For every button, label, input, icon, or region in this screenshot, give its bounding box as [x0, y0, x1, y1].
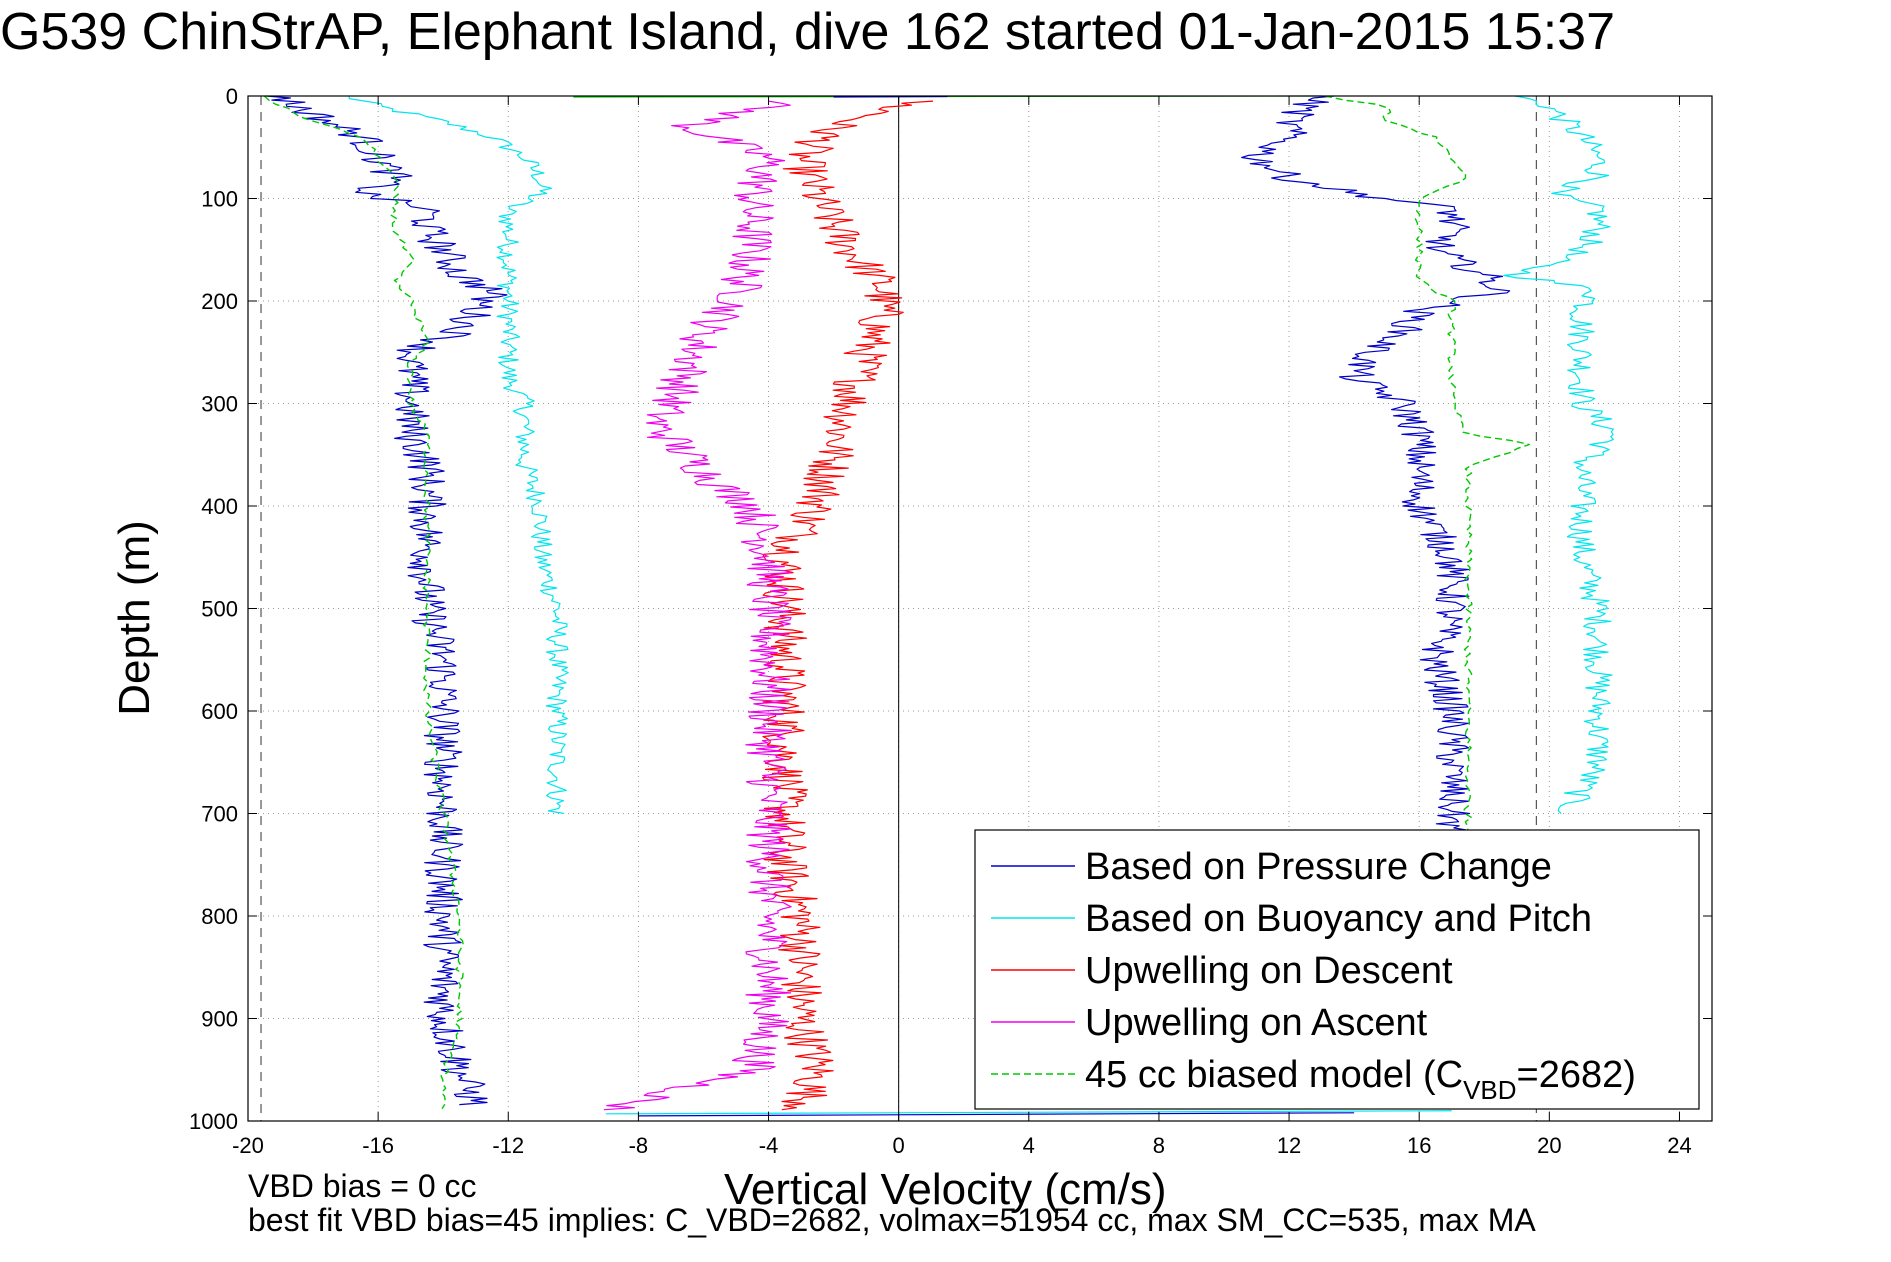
series-pressure-change-ascent	[1241, 95, 1511, 835]
series-buoyancy-pitch-ascent	[1503, 95, 1614, 814]
y-tick-label: 400	[201, 494, 238, 519]
x-tick-label: -12	[492, 1133, 524, 1158]
y-tick-label: 0	[226, 84, 238, 109]
y-axis-label: Depth (m)	[110, 520, 159, 716]
series-upwelling-descent	[762, 100, 934, 1111]
x-tick-label: 12	[1277, 1133, 1301, 1158]
x-tick-label: -16	[362, 1133, 394, 1158]
y-tick-label: 500	[201, 597, 238, 622]
x-tick-label: -8	[629, 1133, 649, 1158]
chart-title: G539 ChinStrAP, Elephant Island, dive 16…	[0, 3, 1616, 61]
x-tick-label: 20	[1537, 1133, 1561, 1158]
series-pressure-change-descent	[266, 95, 508, 1106]
x-tick-label: -4	[759, 1133, 779, 1158]
x-tick-label: 24	[1667, 1133, 1691, 1158]
legend-label: Based on Buoyancy and Pitch	[1085, 898, 1592, 940]
y-tick-label: 1000	[189, 1109, 238, 1134]
series-bottom-spike	[638, 1112, 1355, 1117]
series-biased-model-ascent	[1324, 95, 1531, 835]
legend: Based on Pressure Change Based on Buoyanc…	[974, 829, 1700, 1110]
y-tick-label: 600	[201, 699, 238, 724]
x-tick-label: -20	[232, 1133, 264, 1158]
legend-label: Upwelling on Descent	[1085, 950, 1453, 992]
axis-ticks: -20 -16 -12 -8 -4 0 4 8 12 16 20 24 0 100 200 300 400 500…	[189, 84, 1712, 1158]
legend-label: Upwelling on Ascent	[1085, 1002, 1428, 1044]
footnote-best-fit: best fit VBD bias=45 implies: C_VBD=2682…	[248, 1202, 1536, 1238]
x-tick-label: 16	[1407, 1133, 1431, 1158]
y-tick-label: 800	[201, 904, 238, 929]
y-tick-label: 100	[201, 187, 238, 212]
x-tick-label: 8	[1153, 1133, 1165, 1158]
x-tick-label: 0	[893, 1133, 905, 1158]
y-tick-label: 300	[201, 392, 238, 417]
series-upwelling-ascent	[603, 100, 792, 1111]
footnote-vbd-bias: VBD bias = 0 cc	[248, 1168, 477, 1204]
y-tick-label: 900	[201, 1007, 238, 1032]
y-tick-label: 200	[201, 289, 238, 314]
series-biased-model-descent	[263, 95, 464, 1110]
series-buoyancy-pitch-descent	[348, 95, 569, 815]
legend-box	[974, 829, 1700, 1110]
legend-label: Based on Pressure Change	[1085, 846, 1552, 888]
y-tick-label: 700	[201, 802, 238, 827]
x-axis-label: Vertical Velocity (cm/s)	[724, 1165, 1167, 1214]
x-tick-label: 4	[1023, 1133, 1035, 1158]
